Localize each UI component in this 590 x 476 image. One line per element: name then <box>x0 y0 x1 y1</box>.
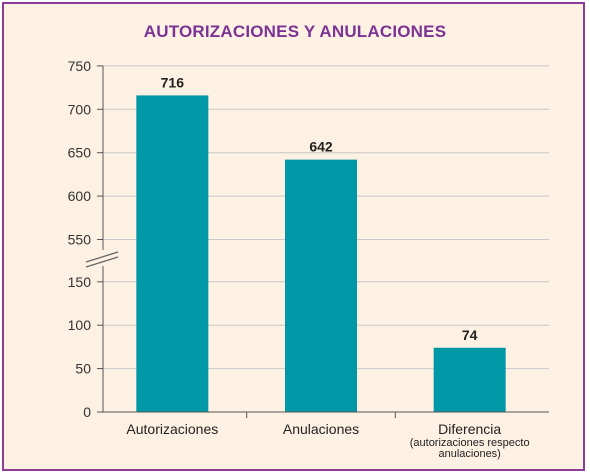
bar-diferencia <box>433 347 506 412</box>
x-category-sublabel: anulaciones) <box>438 448 500 460</box>
y-tick-label: 550 <box>68 232 92 248</box>
y-tick-label: 150 <box>68 274 92 290</box>
y-tick-label: 100 <box>68 317 92 333</box>
x-category-sublabel: (autorizaciones respecto <box>410 437 530 449</box>
y-tick-label: 750 <box>68 58 92 74</box>
y-tick-label: 650 <box>68 145 92 161</box>
bar-anulaciones <box>285 159 357 412</box>
x-category-label: Autorizaciones <box>126 421 218 437</box>
y-tick-label: 600 <box>68 188 92 204</box>
x-category-label: Anulaciones <box>283 421 359 437</box>
chart-title: AUTORIZACIONES Y ANULACIONES <box>143 22 447 41</box>
axis-break-mark <box>85 256 119 268</box>
y-tick-label: 50 <box>75 361 91 377</box>
bar-autorizaciones <box>136 95 209 413</box>
y-tick-label: 0 <box>83 404 91 420</box>
data-label: 642 <box>309 139 333 155</box>
data-label: 716 <box>161 74 185 90</box>
data-label: 74 <box>462 327 478 343</box>
y-tick-label: 700 <box>68 101 92 117</box>
axis-break-mark <box>85 251 119 263</box>
x-category-label: Diferencia <box>438 421 501 437</box>
